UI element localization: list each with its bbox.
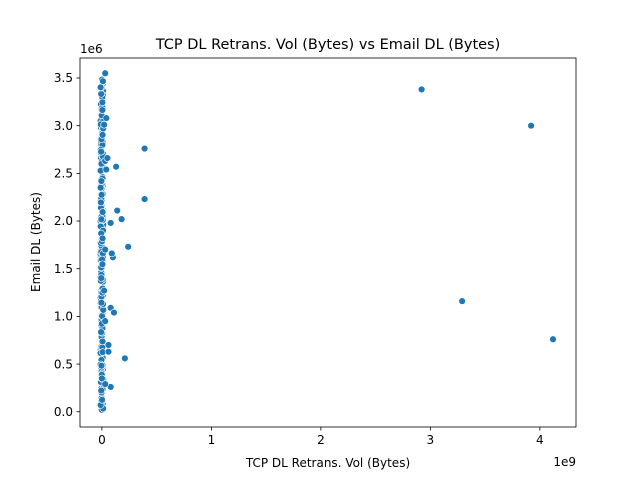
data-point xyxy=(124,243,132,251)
plot-area-frame xyxy=(79,57,577,428)
x-tick-label: 2 xyxy=(317,433,325,447)
data-point xyxy=(110,308,118,317)
data-point xyxy=(98,106,107,114)
data-point xyxy=(97,386,105,395)
data-point xyxy=(103,154,112,162)
data-point xyxy=(102,114,110,122)
data-point xyxy=(101,317,109,325)
data-point xyxy=(97,148,105,156)
x-axis-offset-label: 1e9 xyxy=(553,455,576,469)
y-axis-offset-label: 1e6 xyxy=(80,42,103,56)
data-point xyxy=(98,260,107,268)
data-point xyxy=(112,163,120,171)
data-point xyxy=(549,335,557,343)
data-point xyxy=(106,219,115,227)
data-point xyxy=(97,274,105,282)
data-point xyxy=(100,286,108,295)
y-tick-label: 2.5 xyxy=(54,167,73,181)
data-point xyxy=(96,184,105,192)
y-tick-label: 1.5 xyxy=(54,262,73,276)
data-point xyxy=(97,177,106,185)
data-point xyxy=(458,297,466,305)
data-point xyxy=(417,85,426,94)
data-point xyxy=(117,215,126,223)
data-point xyxy=(98,374,106,383)
data-point xyxy=(104,341,113,349)
chart-title: TCP DL Retrans. Vol (Bytes) vs Email DL … xyxy=(155,37,501,53)
data-point xyxy=(101,245,109,254)
data-point xyxy=(98,234,107,243)
data-point xyxy=(98,396,106,404)
data-point xyxy=(97,362,106,370)
data-point xyxy=(98,98,107,107)
data-point xyxy=(101,69,109,77)
data-point xyxy=(98,131,107,139)
data-points xyxy=(96,69,557,414)
data-point xyxy=(97,198,105,207)
data-point xyxy=(113,206,121,215)
y-tick-label: 3.5 xyxy=(54,71,73,85)
data-point xyxy=(97,191,106,199)
y-tick-label: 2.0 xyxy=(54,214,73,228)
y-tick-label: 0.0 xyxy=(54,405,73,419)
data-point xyxy=(140,195,149,203)
data-point xyxy=(96,83,105,92)
data-point xyxy=(99,77,107,85)
data-point xyxy=(100,121,108,129)
data-point xyxy=(98,337,107,346)
data-point xyxy=(98,208,107,216)
x-tick-label: 4 xyxy=(536,433,544,447)
data-point xyxy=(140,144,149,153)
x-axis-ticks: 0 1 2 3 4 xyxy=(98,427,544,447)
data-point xyxy=(101,380,109,388)
x-axis-label: TCP DL Retrans. Vol (Bytes) xyxy=(245,456,410,470)
y-axis-label: Email DL (Bytes) xyxy=(29,192,43,292)
data-point xyxy=(108,249,116,258)
data-point xyxy=(97,298,106,307)
data-point xyxy=(97,90,105,98)
x-tick-label: 3 xyxy=(427,433,435,447)
x-tick-label: 0 xyxy=(98,433,106,447)
x-tick-label: 1 xyxy=(208,433,216,447)
y-tick-label: 3.0 xyxy=(54,119,73,133)
y-tick-label: 0.5 xyxy=(54,357,73,371)
data-point xyxy=(97,215,106,223)
data-point xyxy=(121,354,129,363)
data-point xyxy=(104,347,113,356)
data-point xyxy=(102,165,110,174)
y-tick-label: 1.0 xyxy=(54,310,73,324)
y-axis-ticks: 0.0 0.5 1.0 1.5 2.0 2.5 3.0 3.5 xyxy=(54,71,80,419)
data-point xyxy=(97,328,105,336)
data-point xyxy=(527,121,535,130)
